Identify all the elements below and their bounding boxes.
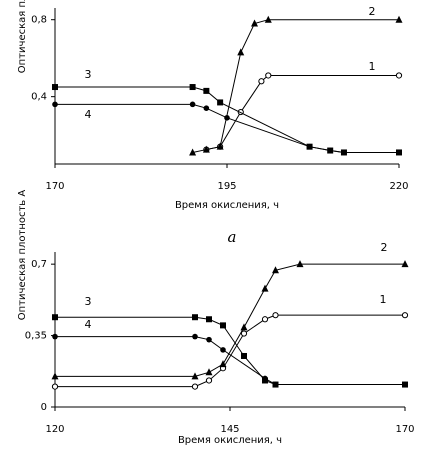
x-tick-label: 120 <box>45 424 64 435</box>
y-tick-label: 0,4 <box>31 92 47 103</box>
marker <box>261 316 269 323</box>
marker <box>205 377 213 384</box>
marker <box>52 314 58 321</box>
series-line <box>55 103 345 153</box>
marker <box>240 330 248 337</box>
y-axis-label: Оптическая плотность А <box>17 190 28 321</box>
marker <box>52 84 58 91</box>
series-label: 2 <box>369 5 376 18</box>
marker <box>258 78 265 85</box>
x-axis-label: Время окисления, ч <box>175 200 279 211</box>
marker <box>52 333 58 340</box>
marker <box>205 368 213 376</box>
marker <box>401 312 409 319</box>
marker <box>203 105 210 112</box>
marker <box>396 149 402 156</box>
marker <box>206 336 212 343</box>
marker <box>272 312 279 319</box>
marker <box>240 323 248 331</box>
marker <box>272 266 279 274</box>
marker <box>206 316 212 323</box>
marker <box>220 347 226 353</box>
marker <box>341 149 347 156</box>
series-label: 1 <box>369 60 376 73</box>
y-tick-label: 0 <box>41 402 47 413</box>
caption: а <box>228 228 237 246</box>
marker <box>216 142 224 150</box>
y-axis-label: Оптическая плотность А <box>17 0 28 73</box>
marker <box>261 284 269 292</box>
marker <box>189 84 196 91</box>
x-tick-label: 145 <box>220 424 239 435</box>
series-label: 3 <box>85 68 92 81</box>
marker <box>192 314 198 321</box>
marker <box>262 375 268 382</box>
marker <box>219 360 227 368</box>
marker <box>192 333 198 340</box>
series-label: 4 <box>85 318 92 331</box>
series-line <box>192 19 399 153</box>
marker <box>401 260 409 268</box>
marker <box>191 372 199 380</box>
y-tick-label: 0,7 <box>31 259 47 270</box>
series-line <box>55 336 405 386</box>
series-line <box>55 263 405 377</box>
x-tick-label: 170 <box>45 181 64 192</box>
series-label: 4 <box>85 108 92 121</box>
series-line <box>55 316 405 386</box>
marker <box>52 101 58 108</box>
x-axis-label: Время окисления, ч <box>178 435 282 446</box>
marker <box>402 381 408 388</box>
marker <box>51 383 59 390</box>
marker <box>264 15 272 23</box>
marker <box>272 381 279 388</box>
marker <box>306 143 313 150</box>
marker <box>296 260 304 268</box>
marker <box>237 48 245 56</box>
marker <box>241 352 247 359</box>
marker <box>395 15 403 23</box>
marker <box>220 322 226 329</box>
marker <box>251 19 259 27</box>
series-label: 2 <box>381 241 388 254</box>
marker <box>224 115 230 121</box>
x-tick-label: 195 <box>217 181 236 192</box>
marker <box>217 99 224 106</box>
series-label: 3 <box>85 295 92 308</box>
y-tick-label: 0,35 <box>25 331 47 342</box>
marker <box>51 372 59 380</box>
series-line <box>55 314 405 388</box>
marker <box>202 145 210 153</box>
series-label: 1 <box>380 293 387 306</box>
x-tick-label: 170 <box>395 424 414 435</box>
marker <box>191 383 199 390</box>
y-tick-label: 0,8 <box>31 15 47 26</box>
marker <box>395 72 403 79</box>
marker <box>203 87 210 94</box>
marker <box>189 101 196 108</box>
marker <box>265 72 272 79</box>
series-line <box>206 74 399 151</box>
x-tick-label: 220 <box>389 181 408 192</box>
marker <box>327 147 334 154</box>
marker <box>189 148 197 156</box>
